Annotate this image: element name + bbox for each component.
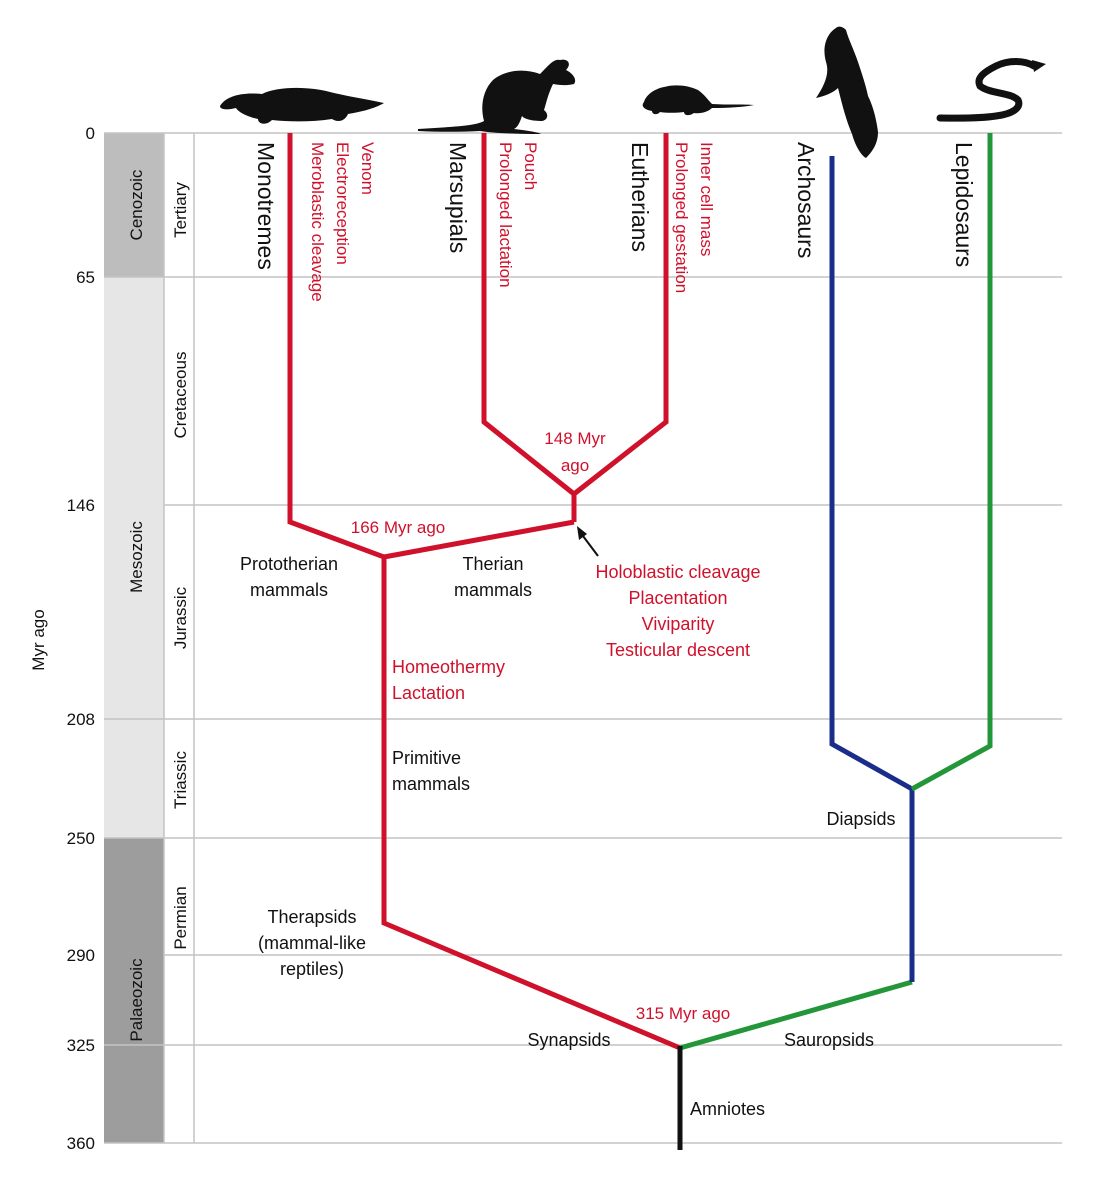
mammal-lineage bbox=[287, 133, 681, 1051]
era-label-cenozoic: Cenozoic bbox=[127, 169, 146, 240]
divergence-label: 166 Myr ago bbox=[351, 518, 446, 537]
clade-label-therapsids: Therapsids bbox=[267, 907, 356, 927]
taxon-label-marsupials: Marsupials bbox=[445, 142, 471, 253]
taxon-label-monotremes: Monotremes bbox=[253, 142, 279, 270]
clade-label-primitive: mammals bbox=[392, 774, 470, 794]
lepidosaur-branch bbox=[910, 133, 993, 792]
period-label-tertiary: Tertiary bbox=[171, 182, 190, 238]
clade-label-therian: mammals bbox=[454, 580, 532, 600]
clade-label-prototherian: mammals bbox=[250, 580, 328, 600]
prototherian-therian-split bbox=[287, 133, 575, 560]
divergence-label: ago bbox=[561, 456, 589, 475]
sauropsid-lineage bbox=[679, 133, 993, 1051]
period-column-borders bbox=[163, 133, 195, 1143]
trait-label: Venom bbox=[358, 142, 377, 195]
period-label-triassic: Triassic bbox=[171, 751, 190, 809]
axis-title: Myr ago bbox=[29, 609, 48, 670]
clade-label-amniotes: Amniotes bbox=[690, 1099, 765, 1119]
grid-lines bbox=[104, 132, 1062, 1144]
trait-label: Homeothermy bbox=[392, 657, 505, 677]
snake-icon bbox=[936, 58, 1046, 122]
tick-label: 208 bbox=[67, 710, 95, 729]
divergence-label: 315 Myr ago bbox=[636, 1004, 731, 1023]
clade-label-therapsids: reptiles) bbox=[280, 959, 344, 979]
clade-label-therapsids: (mammal-like bbox=[258, 933, 366, 953]
era-label-palaeozoic: Palaeozoic bbox=[127, 958, 146, 1042]
trait-label: Holoblastic cleavage bbox=[595, 562, 760, 582]
tick-label: 360 bbox=[67, 1134, 95, 1153]
taxon-label-archosaurs: Archosaurs bbox=[793, 142, 819, 258]
trait-label: Testicular descent bbox=[606, 640, 750, 660]
tick-label: 0 bbox=[86, 124, 95, 143]
period-label-permian: Permian bbox=[171, 886, 190, 949]
arrow-head-icon bbox=[577, 526, 587, 540]
trait-label: Viviparity bbox=[642, 614, 715, 634]
marsupial-eutherian-split bbox=[481, 133, 669, 498]
clade-label-primitive: Primitive bbox=[392, 748, 461, 768]
clade-label-diapsids: Diapsids bbox=[826, 809, 895, 829]
clade-label-sauropsids: Sauropsids bbox=[784, 1030, 874, 1050]
trait-label: Prolonged lactation bbox=[496, 142, 515, 288]
mammal-stem-branch bbox=[381, 557, 681, 1051]
clade-label-prototherian: Prototherian bbox=[240, 554, 338, 574]
clade-label-synapsids: Synapsids bbox=[527, 1030, 610, 1050]
trait-label: Pouch bbox=[521, 142, 540, 190]
clade-label-therian: Therian bbox=[462, 554, 523, 574]
tick-label: 250 bbox=[67, 829, 95, 848]
platypus-icon bbox=[220, 87, 384, 124]
trait-label: Inner cell mass bbox=[697, 142, 716, 256]
era-band-mesozoic bbox=[104, 277, 164, 838]
trait-label: Prolonged gestation bbox=[672, 142, 691, 293]
era-label-mesozoic: Mesozoic bbox=[127, 521, 146, 593]
era-band-palaeozoic bbox=[104, 838, 164, 1143]
tick-label: 325 bbox=[67, 1036, 95, 1055]
taxon-label-lepidosaurs: Lepidosaurs bbox=[951, 142, 977, 267]
era-band-cenozoic bbox=[104, 133, 164, 277]
sauropsid-stem-branch bbox=[679, 979, 913, 1051]
tick-label: 65 bbox=[76, 268, 95, 287]
trait-label: Electroreception bbox=[333, 142, 352, 265]
period-label-jurassic: Jurassic bbox=[171, 586, 190, 649]
trait-label: Lactation bbox=[392, 683, 465, 703]
period-label-cretaceous: Cretaceous bbox=[171, 352, 190, 439]
trait-label: Placentation bbox=[628, 588, 727, 608]
archosaur-branch bbox=[829, 156, 915, 982]
bird-icon bbox=[816, 26, 878, 158]
tick-label: 290 bbox=[67, 946, 95, 965]
taxon-label-eutherians: Eutherians bbox=[627, 142, 653, 252]
mouse-icon bbox=[642, 85, 754, 116]
tick-label: 146 bbox=[67, 496, 95, 515]
kangaroo-icon bbox=[418, 59, 576, 134]
divergence-label: 148 Myr bbox=[544, 429, 606, 448]
trait-label: Meroblastic cleavage bbox=[308, 142, 327, 302]
axis-tick-labels: 0 65 146 208 250 290 325 360 bbox=[67, 124, 95, 1153]
